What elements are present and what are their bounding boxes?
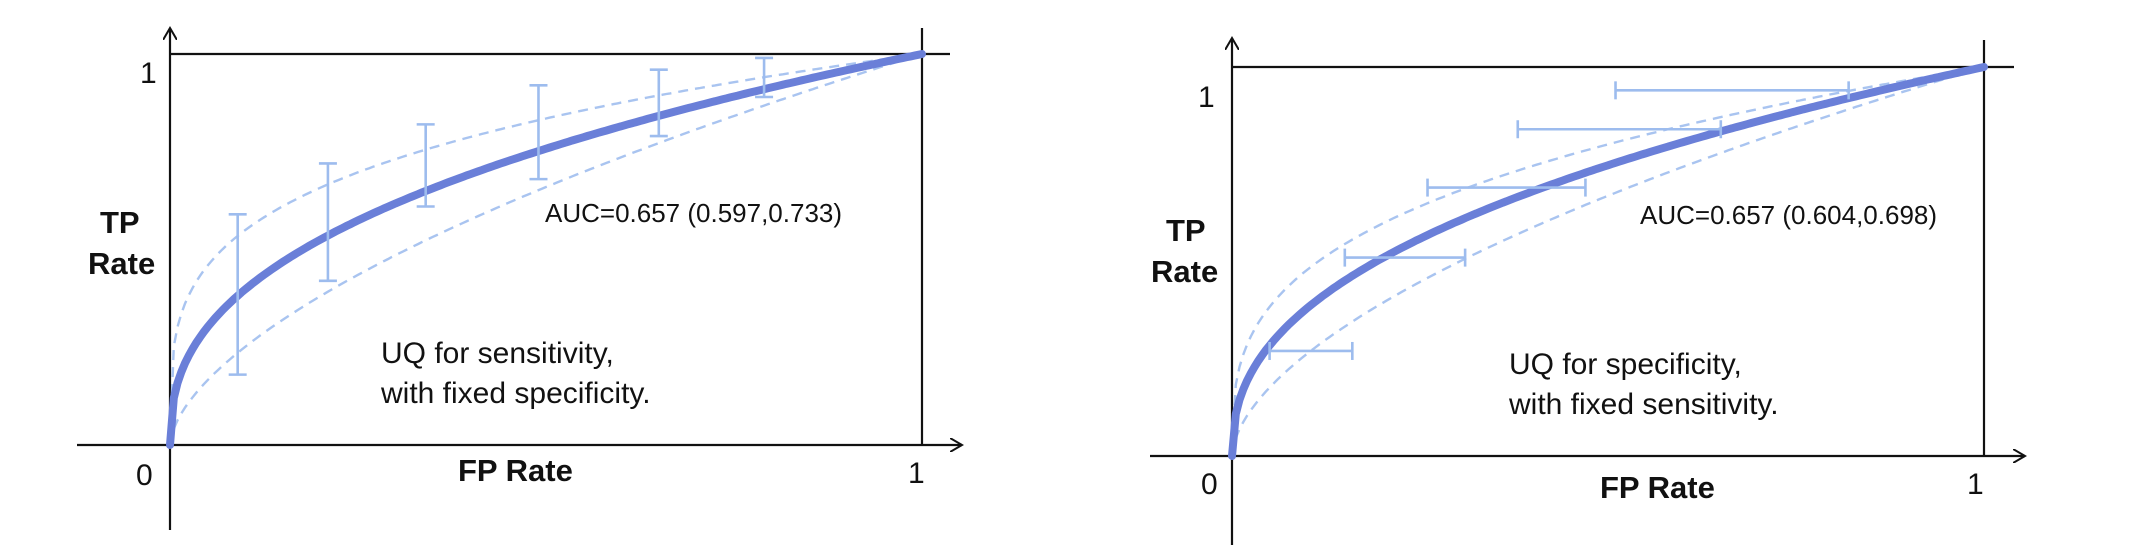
y-tick-1: 1 <box>140 57 157 90</box>
note-line-2: with fixed sensitivity. <box>1508 388 1779 421</box>
y-axis-label-line1: TP <box>100 205 140 240</box>
roc-panel-specificity: 0 1 1 TP Rate FP Rate AUC=0.657 (0.604,0… <box>1150 38 2025 545</box>
lower-bound-curve <box>168 52 923 446</box>
roc-panel-sensitivity: 0 1 1 TP Rate FP Rate AUC=0.657 (0.597,0… <box>77 28 962 530</box>
roc-curve <box>166 50 926 449</box>
x-tick-1: 1 <box>1967 468 1984 501</box>
note-line-2: with fixed specificity. <box>380 377 651 410</box>
auc-annotation: AUC=0.657 (0.604,0.698) <box>1640 200 1937 230</box>
roc-curve <box>1228 63 1988 460</box>
upper-bound-curve <box>168 52 923 446</box>
auc-annotation: AUC=0.657 (0.597,0.733) <box>545 198 842 228</box>
x-axis-label: FP Rate <box>1600 470 1715 505</box>
lower-bound-curve <box>1230 65 1985 457</box>
note-line-1: UQ for sensitivity, <box>381 337 614 370</box>
note-line-1: UQ for specificity, <box>1509 348 1742 381</box>
y-axis-label-line2: Rate <box>1151 254 1218 289</box>
x-tick-1: 1 <box>908 457 925 490</box>
x-tick-0: 0 <box>1201 468 1218 501</box>
x-axis-label: FP Rate <box>458 453 573 488</box>
y-axis-label-line1: TP <box>1166 213 1206 248</box>
y-axis-label-line2: Rate <box>88 246 155 281</box>
x-tick-0: 0 <box>136 459 153 492</box>
y-tick-1: 1 <box>1198 81 1215 114</box>
